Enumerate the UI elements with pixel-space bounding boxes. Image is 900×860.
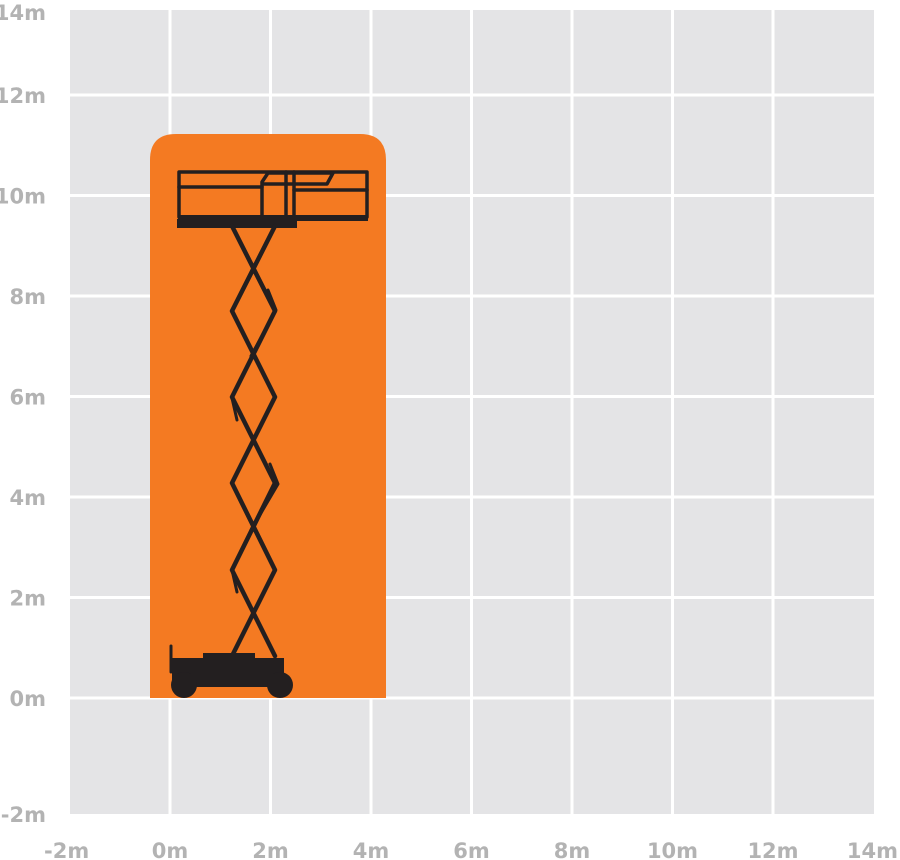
- x-tick-label: 2m: [252, 839, 289, 860]
- x-tick-label: 4m: [353, 839, 390, 860]
- x-tick-label: 10m: [647, 839, 698, 860]
- scissor-arms: [229, 223, 280, 659]
- x-tick-label: 12m: [747, 839, 798, 860]
- x-tick-label: 8m: [554, 839, 591, 860]
- platform-railing: [177, 170, 369, 219]
- x-axis-ticks: -2m 0m 2m 4m 6m 8m 10m 12m 14m: [44, 839, 898, 860]
- chassis-top: [203, 653, 255, 660]
- front-wheel: [171, 672, 197, 698]
- platform-deck: [178, 215, 368, 221]
- y-axis-ticks: 14m 12m 10m 8m 6m 4m 2m 0m -2m: [0, 1, 46, 827]
- y-tick-label: 0m: [10, 687, 47, 711]
- x-tick-label: 0m: [152, 839, 189, 860]
- y-tick-label: 8m: [10, 285, 47, 309]
- y-tick-label: 10m: [0, 185, 46, 209]
- x-tick-label: -2m: [44, 839, 89, 860]
- x-tick-label: 6m: [453, 839, 490, 860]
- x-tick-label: 14m: [847, 839, 898, 860]
- y-tick-label: 4m: [10, 486, 47, 510]
- y-tick-label: 2m: [10, 587, 47, 611]
- rear-wheel: [267, 672, 293, 698]
- y-tick-label: -2m: [1, 803, 46, 827]
- platform-base: [177, 219, 297, 228]
- y-tick-label: 6m: [10, 386, 47, 410]
- y-tick-label: 14m: [0, 1, 46, 25]
- scissor-lift: [169, 170, 369, 698]
- y-tick-label: 12m: [0, 84, 46, 108]
